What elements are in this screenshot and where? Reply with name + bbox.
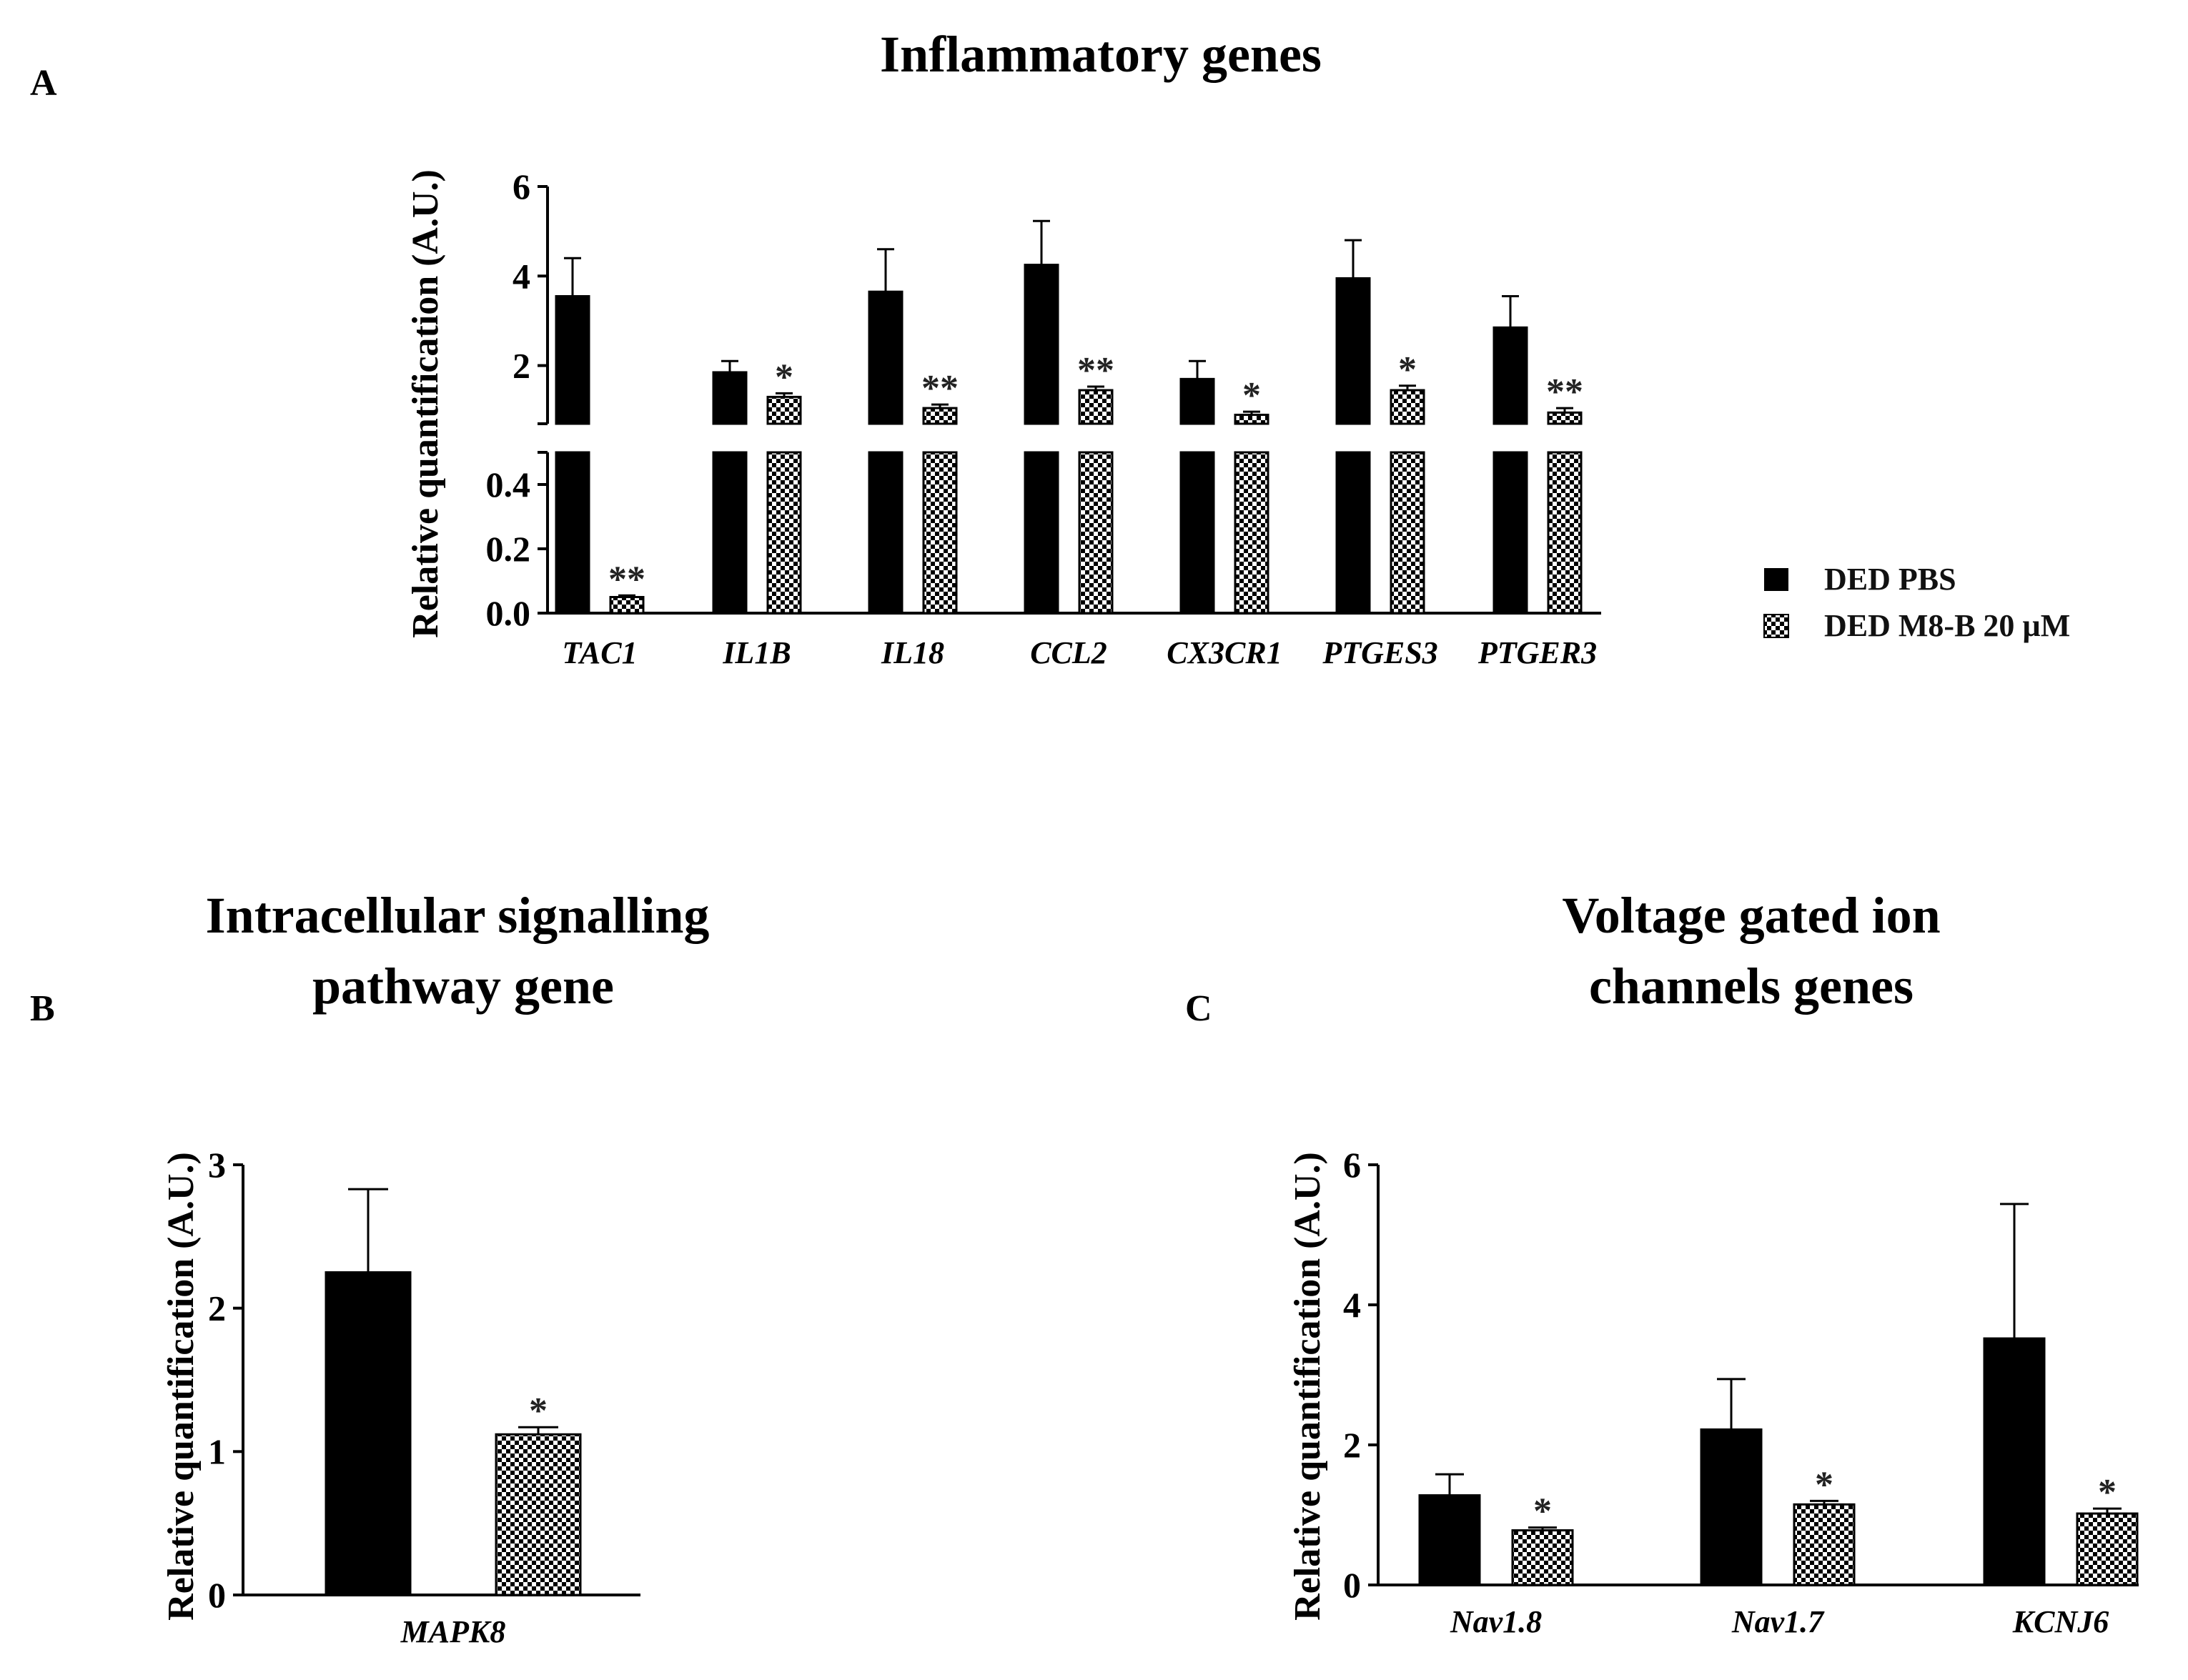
chart-a-ytick-label: 6 [513, 166, 530, 207]
chart-a-bar-il1b-ded-pbs-upper [712, 371, 748, 425]
chart-a-bar-ptges3-ded-m8-b-20-m-lower [1390, 451, 1425, 615]
chart-a-significance-ccl2: ** [1077, 350, 1114, 391]
chart-a-ytick-label: 0.2 [486, 529, 531, 569]
chart-a-bar-il18-ded-m8-b-20-m-lower [922, 451, 958, 615]
chart-b-intracellular-signalling: 0 1 2 3 * MAPK8 [208, 1145, 640, 1649]
chart-c-bar-kcnj6-ded-m8-b-20-m [2076, 1512, 2139, 1586]
chart-c-xtick-label-nav1-8: Nav1.8 [1450, 1604, 1542, 1639]
chart-a-bar-cx3cr1-ded-m8-b-20-m-upper [1234, 413, 1269, 425]
chart-b-ytick-label: 3 [208, 1145, 226, 1185]
chart-c-title-line1: Voltage gated ion [1562, 887, 1940, 944]
chart-a-bar-il18-ded-pbs-upper [868, 290, 904, 425]
chart-a-significance-il18: ** [921, 368, 959, 409]
chart-c-xtick-label-kcnj6: KCNJ6 [2012, 1604, 2109, 1639]
chart-a-ytick-label: 4 [513, 256, 530, 296]
chart-c-ytick-label: 4 [1343, 1285, 1361, 1325]
chart-a-significance-ptges3: * [1398, 349, 1417, 390]
chart-a-xtick-label-cx3cr1: CX3CR1 [1167, 635, 1282, 670]
chart-c-bar-nav1-7-ded-pbs [1700, 1428, 1763, 1586]
chart-b-significance-mapk8: * [529, 1391, 548, 1431]
panel-label-c: C [1185, 988, 1212, 1029]
chart-a-bar-ptges3-ded-m8-b-20-m-upper [1390, 389, 1425, 425]
chart-a-bar-ptger3-ded-pbs-lower [1493, 451, 1528, 615]
chart-a-bar-cx3cr1-ded-m8-b-20-m-lower [1234, 451, 1269, 615]
chart-b-bar-mapk8-ded-pbs [325, 1271, 412, 1596]
chart-b-ytick-label: 0 [208, 1575, 226, 1615]
chart-b-ytick-label: 1 [208, 1431, 226, 1471]
chart-c-significance-nav1-8: * [1533, 1491, 1552, 1532]
chart-c-bar-nav1-8-ded-pbs [1418, 1494, 1481, 1586]
chart-a-significance-tac1: ** [608, 559, 645, 600]
chart-c-ytick-label: 6 [1343, 1145, 1361, 1185]
chart-a-bar-ccl2-ded-pbs-lower [1024, 451, 1059, 615]
chart-c-ytick-label: 2 [1343, 1425, 1361, 1465]
chart-a-bar-cx3cr1-ded-pbs-lower [1179, 451, 1215, 615]
chart-c-bar-nav1-8-ded-m8-b-20-m [1511, 1529, 1574, 1586]
chart-b-title-line1: Intracellular signalling [206, 887, 710, 944]
chart-c-bar-kcnj6-ded-pbs [1983, 1337, 2046, 1586]
chart-c-bar-nav1-7-ded-m8-b-20-m [1793, 1503, 1856, 1586]
chart-a-bar-il1b-ded-m8-b-20-m-lower [766, 451, 802, 615]
chart-c-ylabel: Relative quantification (A.U.) [1287, 1152, 1328, 1621]
chart-a-xtick-label-il18: IL18 [881, 635, 944, 670]
legend-label-ded-m8b: DED M8-B 20 µM [1824, 608, 2070, 643]
chart-b-bar-mapk8-ded-m8-b-20-m [495, 1433, 582, 1596]
chart-a-bar-ptger3-ded-m8-b-20-m-upper [1547, 411, 1583, 425]
panel-label-b: B [30, 988, 55, 1029]
chart-a-bar-ccl2-ded-pbs-upper [1024, 264, 1059, 425]
chart-c-title-line2: channels genes [1589, 958, 1914, 1015]
chart-b-ylabel: Relative quantification (A.U.) [161, 1152, 202, 1621]
chart-c-xtick-label-nav1-7: Nav1.7 [1731, 1604, 1825, 1639]
chart-a-bar-ptges3-ded-pbs-upper [1335, 277, 1371, 425]
legend-swatch-ded-m8b [1763, 614, 1789, 638]
chart-a-title: Inflammatory genes [880, 26, 1322, 83]
chart-a-significance-ptger3: ** [1546, 372, 1583, 412]
legend: DED PBS DED M8-B 20 µM [1763, 562, 2070, 643]
chart-a-bar-ptger3-ded-m8-b-20-m-lower [1547, 451, 1583, 615]
chart-a-xtick-label-ptger3: PTGER3 [1477, 635, 1597, 670]
chart-a-significance-cx3cr1: * [1242, 375, 1261, 416]
chart-a-significance-il1b: * [775, 357, 793, 397]
panel-label-a: A [30, 63, 57, 104]
chart-a-inflammatory-genes: 2 4 6 0.0 0.2 0.4 ** TAC1 * IL1B ** IL18 ** CCL2 * CX3C… [486, 166, 1601, 670]
chart-c-significance-kcnj6: * [2098, 1472, 2117, 1513]
chart-a-bar-il18-ded-m8-b-20-m-upper [922, 407, 958, 425]
chart-a-bar-il1b-ded-pbs-lower [712, 451, 748, 615]
legend-swatch-ded-pbs [1764, 568, 1788, 591]
chart-a-ytick-label: 2 [513, 346, 530, 386]
chart-c-ytick-label: 0 [1343, 1565, 1361, 1605]
chart-a-bar-cx3cr1-ded-pbs-upper [1179, 377, 1215, 425]
chart-a-ytick-label: 0.4 [486, 464, 531, 505]
chart-a-ylabel: Relative quantification (A.U.) [405, 169, 446, 638]
chart-b-xtick-label-mapk8: MAPK8 [400, 1614, 506, 1649]
chart-b-title-line2: pathway gene [312, 958, 614, 1015]
legend-label-ded-pbs: DED PBS [1824, 562, 1956, 597]
chart-a-bar-il18-ded-pbs-lower [868, 451, 904, 615]
chart-a-bar-ccl2-ded-m8-b-20-m-upper [1078, 389, 1114, 425]
chart-a-xtick-label-tac1: TAC1 [562, 635, 637, 670]
chart-a-xtick-label-il1b: IL1B [722, 635, 791, 670]
chart-c-significance-nav1-7: * [1815, 1464, 1833, 1505]
chart-a-ytick-label: 0.0 [486, 593, 531, 633]
chart-a-bar-il1b-ded-m8-b-20-m-upper [766, 395, 802, 425]
chart-a-xtick-label-ptges3: PTGES3 [1322, 635, 1437, 670]
chart-a-bar-ccl2-ded-m8-b-20-m-lower [1078, 451, 1114, 615]
chart-a-bar-ptger3-ded-pbs-upper [1493, 326, 1528, 425]
chart-c-voltage-gated-channels: 0 2 4 6 * Nav1.8 * Nav1.7 * KCNJ6 [1343, 1145, 2139, 1639]
chart-a-bar-tac1-ded-pbs-lower [555, 451, 590, 615]
chart-a-xtick-label-ccl2: CCL2 [1030, 635, 1107, 670]
chart-b-ytick-label: 2 [208, 1288, 226, 1328]
chart-a-bar-ptges3-ded-pbs-lower [1335, 451, 1371, 615]
chart-a-bar-tac1-ded-pbs-upper [555, 294, 590, 425]
